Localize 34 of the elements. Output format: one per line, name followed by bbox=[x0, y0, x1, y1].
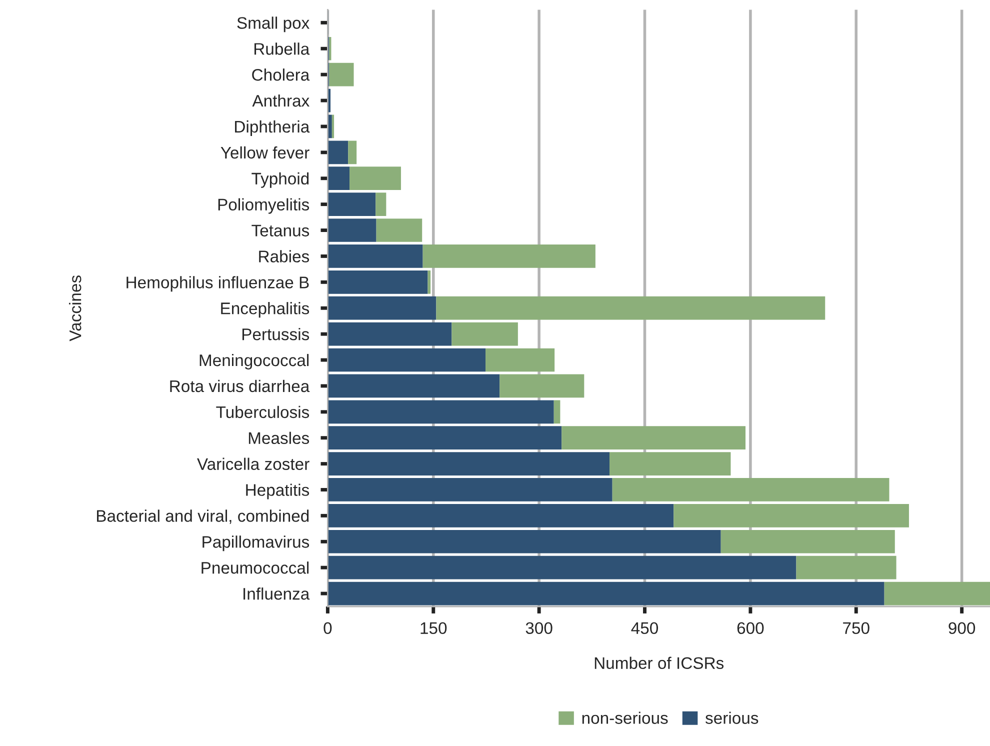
y-tick-label: Diphtheria bbox=[235, 120, 310, 136]
x-tick-label: 750 bbox=[843, 622, 870, 634]
y-tick-label: Hemophilus influenzae B bbox=[126, 276, 309, 292]
y-tick-label: Pertussis bbox=[242, 328, 310, 340]
y-tick-label: Influenza bbox=[244, 587, 310, 600]
y-tick-label: Poliomyelitis bbox=[218, 198, 310, 214]
y-tick-label: Bacterial and viral, combined bbox=[97, 510, 309, 524]
y-tick-label: Cholera bbox=[252, 68, 310, 81]
y-tick-label: Encephalitis bbox=[221, 302, 310, 318]
y-tick-label: Rubella bbox=[254, 42, 310, 55]
x-tick-label: 300 bbox=[526, 622, 552, 634]
x-tick-label: 600 bbox=[737, 622, 764, 634]
y-tick-label: Small pox bbox=[237, 16, 310, 32]
legend-label: non-serious bbox=[582, 712, 668, 724]
x-tick-label: 900 bbox=[948, 622, 976, 634]
x-tick-label: 150 bbox=[420, 622, 447, 634]
y-tick-label: Yellow fever bbox=[220, 146, 310, 159]
y-tick-label: Rabies bbox=[259, 250, 310, 262]
legend-label: serious bbox=[705, 712, 758, 724]
y-tick-label: Anthrax bbox=[252, 94, 310, 107]
y-tick-label: Measles bbox=[248, 432, 310, 444]
y-tick-label: Pneumococcal bbox=[202, 562, 309, 574]
y-tick-label: Tuberculosis bbox=[216, 406, 310, 418]
y-tick-label: Tetanus bbox=[252, 224, 310, 236]
x-tick-label: 450 bbox=[631, 622, 658, 634]
x-tick-label: 0 bbox=[324, 622, 332, 634]
y-tick-label: Meningococcal bbox=[200, 354, 309, 370]
x-axis-title: Number of ICSRs bbox=[594, 656, 724, 669]
y-tick-label: Rota virus diarrhea bbox=[170, 380, 310, 392]
y-axis-title: Vaccines bbox=[69, 276, 82, 342]
y-tick-label: Typhoid bbox=[252, 172, 309, 188]
y-tick-label: Varicella zoster bbox=[197, 458, 310, 470]
y-tick-label: Hepatitis bbox=[246, 484, 310, 500]
y-tick-label: Papillomavirus bbox=[202, 536, 310, 552]
